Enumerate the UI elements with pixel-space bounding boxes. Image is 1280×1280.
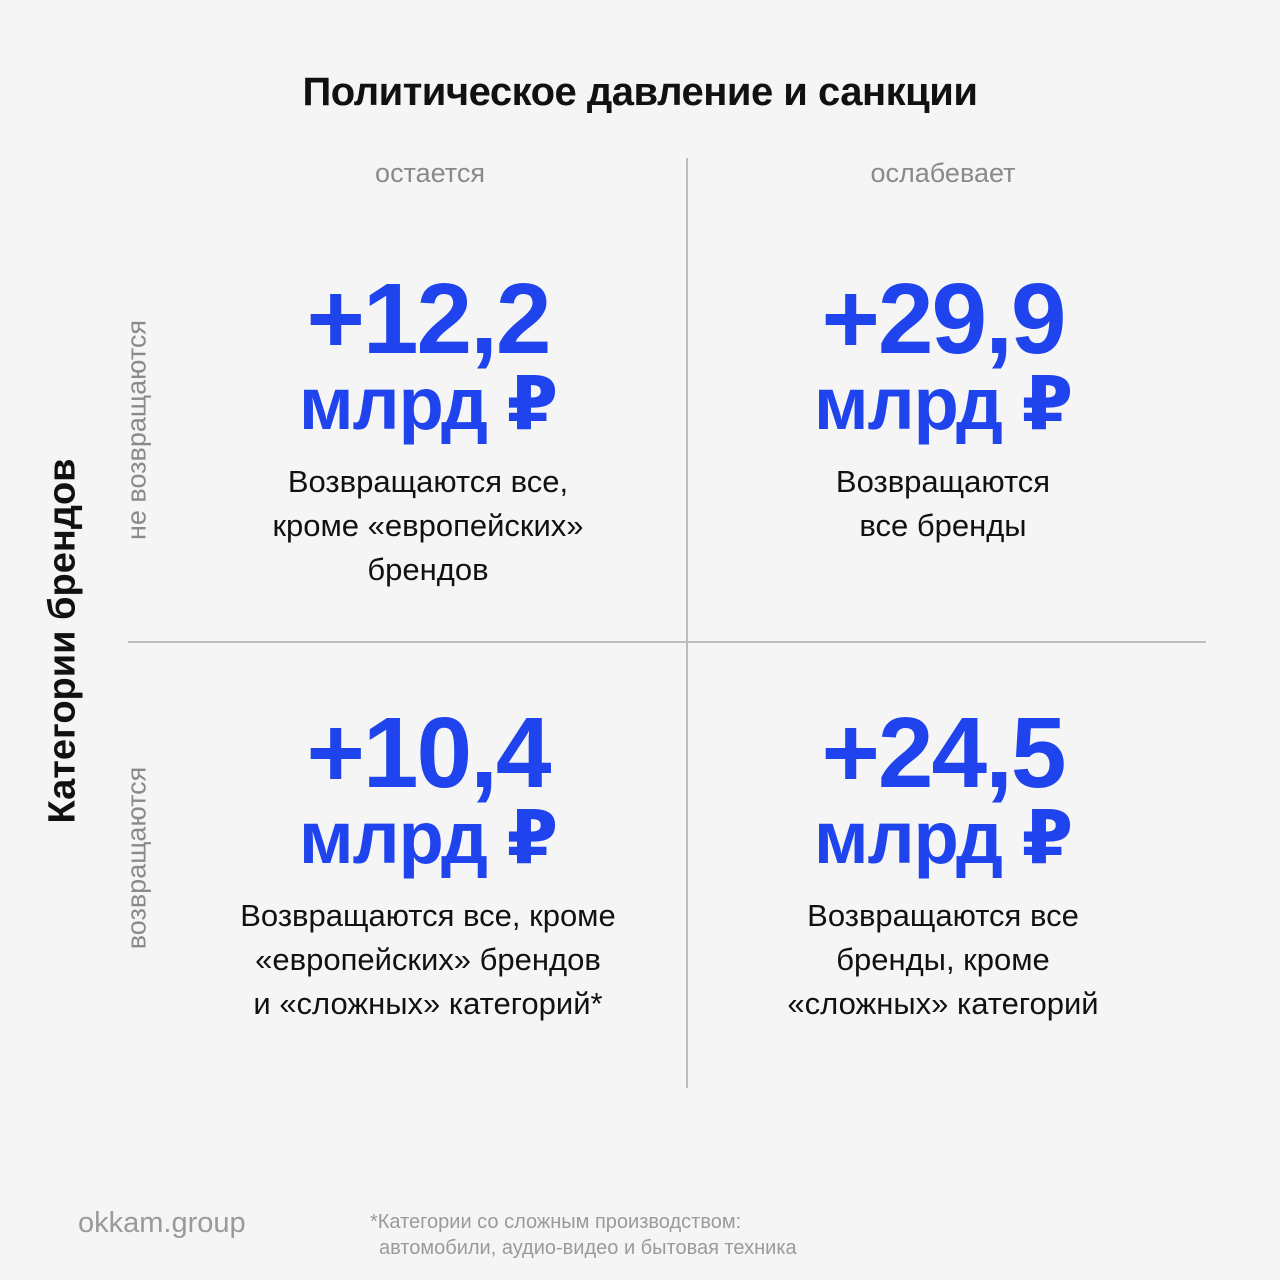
- quadrant-top-left: +12,2 млрд ₽ Возвращаются все, кроме «евр…: [168, 263, 688, 592]
- footnote-line-1: *Категории со сложным производством:: [370, 1211, 742, 1233]
- quadrant-value: +29,9: [821, 263, 1066, 375]
- y-axis-title: Категории брендов: [41, 458, 84, 824]
- quadrant-description: Возвращаются все, кроме «европейских» бре…: [240, 898, 616, 1021]
- quadrant-top-right: +29,9 млрд ₽ Возвращаются все бренды: [683, 263, 1203, 548]
- row-header-returning: возвращаются: [121, 766, 152, 950]
- quadrant-value: +10,4: [306, 697, 551, 809]
- quadrant-unit: млрд ₽: [813, 362, 1073, 445]
- column-header-weakens: ослабевает: [870, 158, 1016, 188]
- quadrant-value: +24,5: [821, 697, 1066, 809]
- quadrant-description: Возвращаются все, кроме «европейских» брен…: [272, 464, 584, 587]
- quadrant-value: +12,2: [306, 263, 551, 375]
- quadrant-description: Возвращаются все бренды, кроме «сложных» к…: [787, 898, 1099, 1021]
- horizontal-divider: [128, 641, 1206, 643]
- row-header-not-returning: не возвращаются: [121, 319, 152, 541]
- brand-logo-text: okkam.group: [78, 1207, 246, 1239]
- quadrant-bottom-right: +24,5 млрд ₽ Возвращаются все бренды, кро…: [683, 697, 1203, 1026]
- quadrant-unit: млрд ₽: [813, 796, 1073, 879]
- quadrant-unit: млрд ₽: [298, 362, 558, 445]
- quadrant-bottom-left: +10,4 млрд ₽ Возвращаются все, кроме «евр…: [168, 697, 688, 1026]
- page-title: Политическое давление и санкции: [302, 70, 978, 114]
- column-header-remains: остается: [375, 158, 485, 188]
- vertical-divider: [686, 158, 688, 1088]
- quadrant-unit: млрд ₽: [298, 796, 558, 879]
- footnote-line-2: автомобили, аудио-видео и бытовая техник…: [379, 1237, 797, 1259]
- quadrant-description: Возвращаются все бренды: [835, 464, 1051, 543]
- footnote: *Категории со сложным производством: авт…: [370, 1209, 797, 1261]
